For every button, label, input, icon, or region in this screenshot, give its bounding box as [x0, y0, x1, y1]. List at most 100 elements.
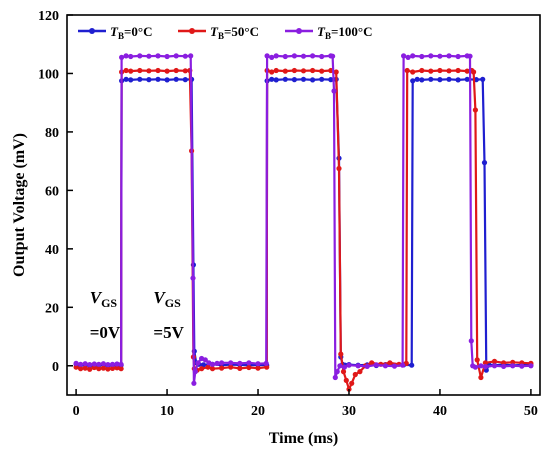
data-point [209, 361, 216, 367]
data-point [269, 54, 275, 61]
data-point [334, 369, 340, 375]
data-point [190, 275, 196, 281]
data-point [137, 53, 143, 59]
data-point [446, 68, 452, 74]
data-point [291, 77, 297, 83]
data-point [491, 358, 498, 364]
annotation-line2: =5V [153, 323, 184, 342]
legend-item-2: TB=100°C [285, 24, 372, 41]
data-point [355, 363, 361, 369]
data-point [410, 53, 416, 59]
data-point [464, 68, 470, 74]
data-point [128, 68, 134, 74]
data-point [357, 369, 363, 375]
data-point [455, 67, 461, 74]
y-tick-label: 60 [45, 184, 59, 199]
legend-item-0: TB=0°C [78, 24, 152, 41]
legend-marker [296, 28, 302, 34]
series-line [75, 69, 531, 391]
data-point [199, 366, 205, 372]
data-point [123, 53, 129, 59]
data-point [437, 53, 443, 59]
data-point [480, 76, 486, 82]
data-point [409, 362, 415, 368]
legend-marker [89, 28, 95, 34]
data-point [164, 53, 170, 60]
data-point [336, 165, 342, 172]
data-point [237, 365, 243, 371]
data-point [332, 374, 338, 381]
data-point [319, 53, 325, 60]
data-point [82, 361, 88, 367]
data-point [419, 77, 425, 83]
annotation-vgs-0: VGS =0V [90, 288, 121, 342]
data-point [192, 369, 198, 375]
data-point [341, 364, 347, 370]
data-point [87, 362, 93, 368]
data-point [346, 362, 352, 368]
legend-item-1: TB=50°C [178, 24, 259, 41]
data-point [219, 365, 225, 371]
data-point [87, 366, 93, 372]
data-point [414, 76, 420, 82]
y-tick-label: 20 [45, 301, 59, 316]
data-point [519, 363, 525, 369]
annotation-line1: VGS [90, 288, 118, 310]
data-point [328, 77, 334, 83]
data-point [319, 68, 325, 74]
data-point [146, 77, 152, 83]
x-tick-label: 20 [251, 404, 265, 419]
data-point [155, 67, 161, 74]
legend-marker [189, 28, 195, 34]
data-point [82, 365, 88, 371]
legend-label: TB=100°C [317, 24, 372, 41]
data-point [474, 357, 480, 363]
data-point [100, 361, 106, 367]
data-point [291, 53, 297, 59]
data-point [400, 362, 406, 368]
x-tick-label: 0 [73, 404, 80, 419]
data-point [410, 69, 416, 75]
data-point [331, 88, 337, 94]
data-point [282, 68, 288, 74]
data-point [437, 67, 443, 74]
data-point [73, 364, 79, 370]
data-point [237, 360, 243, 366]
data-point [228, 364, 234, 370]
data-point [146, 68, 152, 74]
data-point [330, 53, 336, 59]
data-point [510, 363, 516, 369]
series-layer [73, 53, 534, 392]
annotation-vgs-5: VGS =5V [153, 288, 184, 342]
series-0 [73, 76, 534, 373]
x-tick-label: 30 [342, 404, 356, 419]
y-tick-label: 0 [52, 360, 59, 375]
data-point [188, 53, 194, 59]
series-line [75, 54, 531, 385]
data-point [155, 53, 161, 59]
data-point [310, 53, 316, 59]
data-point [478, 363, 484, 369]
data-point [428, 68, 434, 74]
data-point [349, 380, 355, 386]
series-line [75, 78, 531, 372]
data-point [273, 67, 279, 74]
data-point [401, 53, 407, 59]
x-tick-label: 40 [433, 404, 447, 419]
data-point [481, 160, 488, 166]
data-point [455, 53, 461, 60]
data-point [373, 362, 379, 368]
legend: TB=0°C TB=50°C TB=100°C [78, 24, 372, 41]
data-point [310, 77, 316, 83]
data-point [118, 361, 124, 367]
data-point [264, 364, 270, 370]
data-point [273, 53, 279, 59]
data-point [387, 360, 393, 366]
data-point [471, 69, 477, 75]
data-point [155, 76, 161, 82]
data-point [137, 67, 143, 74]
data-point [182, 53, 188, 59]
y-tick-label: 80 [45, 126, 59, 141]
